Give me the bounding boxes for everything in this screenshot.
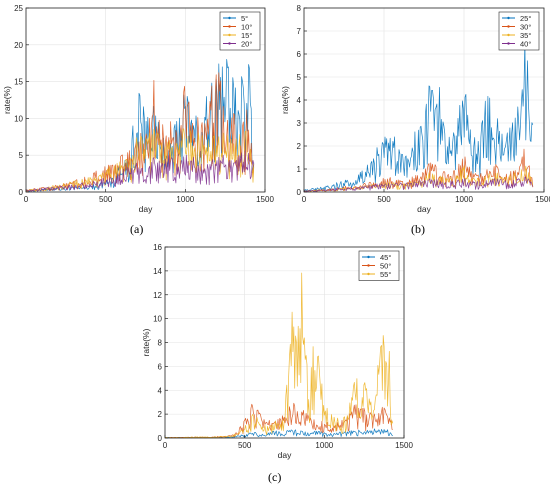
y-tick-label-c-8: 16 [153, 243, 162, 252]
series-line-b-3 [303, 176, 534, 192]
x-tick-label-a-3: 1500 [256, 195, 274, 204]
y-axis-label-b: rate(%) [280, 86, 290, 114]
y-tick-label-b-4: 4 [297, 96, 302, 105]
legend-label-b-0: 25° [520, 14, 531, 23]
y-tick-label-a-4: 20 [14, 41, 23, 50]
series-line-a-3 [25, 150, 255, 192]
axes-frame-a [25, 7, 266, 193]
x-tick-label-a-2: 1000 [176, 195, 194, 204]
y-axis-label-c: rate(%) [141, 328, 151, 356]
legend-marker-b-1 [507, 25, 510, 28]
y-tick-label-b-0: 0 [297, 188, 302, 197]
legend-marker-c-1 [367, 264, 370, 267]
y-tick-label-b-3: 3 [297, 119, 302, 128]
y-tick-label-c-4: 8 [158, 339, 163, 348]
y-tick-label-a-1: 5 [19, 151, 24, 160]
y-tick-label-b-8: 8 [297, 4, 302, 13]
caption-c: (c) [268, 470, 282, 484]
x-tick-label-a-0: 0 [24, 195, 29, 204]
y-axis-label-a: rate(%) [2, 86, 12, 114]
x-axis-label-a: day [139, 204, 153, 214]
legend-marker-a-3 [228, 42, 231, 45]
legend-marker-b-0 [507, 16, 510, 20]
legend-label-a-2: 15° [241, 31, 252, 40]
legend-label-a-0: 5° [241, 14, 248, 23]
y-tick-label-b-5: 5 [297, 73, 302, 82]
y-tick-label-a-2: 10 [14, 114, 23, 123]
x-tick-label-b-3: 1500 [535, 195, 550, 204]
x-tick-label-c-2: 1000 [315, 441, 333, 450]
legend-label-c-0: 45° [380, 253, 391, 262]
legend-label-b-1: 30° [520, 22, 531, 31]
legend-label-c-1: 50° [380, 261, 391, 270]
y-tick-label-c-1: 2 [158, 410, 163, 419]
y-tick-label-c-6: 12 [153, 291, 162, 300]
legend-marker-a-2 [228, 33, 231, 37]
legend-label-a-3: 20° [241, 39, 252, 48]
y-tick-label-c-3: 6 [158, 362, 163, 371]
x-tick-label-c-3: 1500 [395, 441, 413, 450]
y-tick-label-b-6: 6 [297, 50, 302, 59]
legend-marker-b-2 [507, 33, 510, 37]
y-tick-label-b-1: 1 [297, 165, 302, 174]
x-tick-label-c-1: 500 [238, 441, 252, 450]
y-tick-label-c-2: 4 [158, 386, 163, 395]
caption-b: (b) [411, 222, 425, 236]
series-line-b-0 [303, 39, 534, 192]
x-tick-label-b-2: 1000 [455, 195, 473, 204]
x-tick-label-b-0: 0 [302, 195, 307, 204]
x-axis-label-c: day [278, 450, 292, 460]
x-tick-label-a-1: 500 [99, 195, 113, 204]
x-tick-label-c-0: 0 [163, 441, 168, 450]
legend-marker-a-0 [228, 16, 231, 20]
series-line-a-2 [25, 128, 255, 192]
legend-label-b-3: 40° [520, 39, 531, 48]
y-tick-label-c-5: 10 [153, 315, 162, 324]
caption-a: (a) [130, 222, 144, 236]
y-tick-label-b-2: 2 [297, 142, 302, 151]
y-tick-label-c-7: 14 [153, 267, 162, 276]
x-tick-label-b-1: 500 [377, 195, 391, 204]
legend-label-a-1: 10° [241, 22, 252, 31]
x-axis-label-b: day [417, 204, 431, 214]
series-line-c-2 [164, 272, 394, 439]
legend-marker-c-0 [367, 255, 370, 259]
y-tick-label-c-0: 0 [158, 434, 163, 443]
legend-marker-b-3 [507, 42, 510, 45]
y-tick-label-a-0: 0 [19, 188, 24, 197]
legend-marker-a-1 [228, 25, 231, 28]
legend-marker-c-2 [367, 272, 370, 276]
legend-label-b-2: 35° [520, 31, 531, 40]
y-tick-label-a-5: 25 [14, 4, 23, 13]
y-tick-label-b-7: 7 [297, 27, 302, 36]
legend-label-c-2: 55° [380, 270, 391, 279]
y-tick-label-a-3: 15 [14, 78, 23, 87]
